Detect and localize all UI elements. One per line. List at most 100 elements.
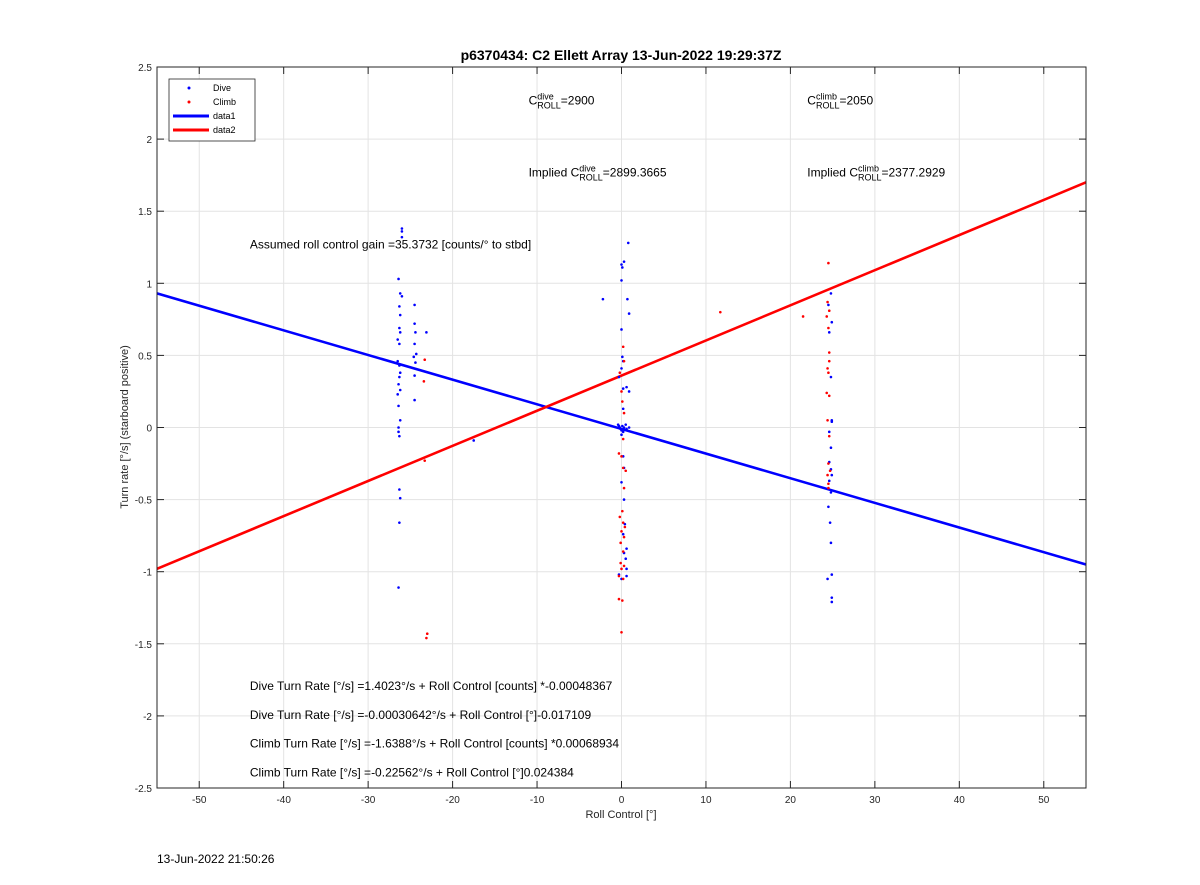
dive-point xyxy=(622,426,626,429)
dive-point xyxy=(625,427,628,431)
climb-point xyxy=(622,359,626,363)
dive-point xyxy=(398,331,402,334)
annotation-text: Dive Turn Rate [°/s] =-0.00030642°/s + R… xyxy=(250,708,592,722)
climb-point xyxy=(827,434,831,438)
y-tick-label: -0.5 xyxy=(135,496,153,507)
dive-point xyxy=(400,294,404,298)
annotation-text: Dive Turn Rate [°/s] =1.4023°/s + Roll C… xyxy=(250,679,613,693)
climb-point xyxy=(827,359,831,363)
dive-point xyxy=(830,573,834,576)
dive-point xyxy=(413,342,416,346)
climb-point xyxy=(827,486,830,490)
climb-point xyxy=(827,482,830,486)
dive-point xyxy=(601,297,605,301)
climb-point xyxy=(620,567,623,571)
dive-point xyxy=(620,328,623,331)
dive-point xyxy=(617,424,621,428)
dive-point xyxy=(829,541,833,545)
climb-point xyxy=(828,469,832,473)
annotation-dive-eq-deg: Dive Turn Rate [°/s] =-0.00030642°/s + R… xyxy=(250,708,592,722)
climb-point xyxy=(423,459,427,462)
x-tick-label: 20 xyxy=(785,795,797,806)
dive-point xyxy=(425,331,428,334)
dive-point xyxy=(400,227,404,230)
dive-point xyxy=(413,303,416,307)
dive-point xyxy=(398,371,402,375)
annotation-subscript: ROLL xyxy=(537,100,561,110)
climb-point xyxy=(622,535,626,539)
climb-point xyxy=(827,326,830,330)
dive-point xyxy=(396,338,399,341)
annotation-dive-eq-counts: Dive Turn Rate [°/s] =1.4023°/s + Roll C… xyxy=(250,679,613,693)
legend-marker xyxy=(187,100,191,104)
dive-point xyxy=(396,393,399,396)
dive-point xyxy=(413,398,416,402)
climb-point xyxy=(425,632,429,636)
annotation-value: =2899.3665 xyxy=(603,166,667,180)
dive-point xyxy=(620,263,623,266)
annotation-roll-gain: Assumed roll control gain =35.3732 [coun… xyxy=(250,238,531,252)
dive-point xyxy=(622,260,626,263)
dive-point xyxy=(397,586,400,589)
legend-box xyxy=(168,78,256,142)
dive-point xyxy=(625,385,628,389)
legend-label: Climb xyxy=(213,97,236,107)
dive-point xyxy=(625,547,628,550)
annotation-value: =2050 xyxy=(839,93,873,107)
y-tick-label: -2 xyxy=(143,712,152,723)
annotation-value: =2377.2929 xyxy=(882,166,946,180)
dive-point xyxy=(621,355,624,359)
y-tick-label: 0 xyxy=(146,424,152,435)
legend-label: data1 xyxy=(213,111,236,121)
dive-point xyxy=(828,521,832,524)
dive-point xyxy=(396,359,399,363)
dive-point xyxy=(627,426,631,429)
climb-point xyxy=(826,300,829,304)
legend: Dive Climb data1 data2 xyxy=(168,78,256,142)
climb-point xyxy=(622,486,626,490)
climb-point xyxy=(827,371,830,375)
dive-point xyxy=(400,235,404,239)
y-tick-label: 2.5 xyxy=(138,63,152,74)
dive-point xyxy=(620,480,623,484)
climb-point xyxy=(620,455,623,458)
climb-point xyxy=(621,400,624,403)
x-tick-label: 30 xyxy=(869,795,881,806)
axis-ticks: -50 -40 -30 -20 -10 0 10 20 30 40 50-2.5-2-1.5-1-0… xyxy=(135,63,1086,806)
scatter-points xyxy=(396,227,834,640)
dive-point xyxy=(826,577,829,581)
dive-point xyxy=(621,430,625,434)
annotation-superscript: dive xyxy=(579,164,596,174)
legend-label: data2 xyxy=(213,125,236,135)
dive-point xyxy=(623,522,627,526)
dive-point xyxy=(414,361,417,364)
dive-point xyxy=(829,491,833,494)
dive-point xyxy=(827,430,831,434)
climb-point xyxy=(423,358,427,362)
dive-point xyxy=(398,521,401,524)
climb-point xyxy=(622,564,626,568)
climb-point xyxy=(621,466,625,470)
annotation-text: Assumed roll control gain =35.3732 [coun… xyxy=(250,238,531,252)
x-tick-label: 10 xyxy=(700,795,712,806)
y-tick-label: 1.5 xyxy=(138,207,152,218)
x-axis-label: Roll Control [°] xyxy=(585,809,656,821)
dive-point xyxy=(829,292,833,295)
dive-point xyxy=(397,404,400,408)
x-tick-label: -40 xyxy=(276,795,291,806)
climb-point xyxy=(617,574,621,578)
climb-point xyxy=(618,515,622,519)
dive-point xyxy=(397,382,400,386)
dive-point xyxy=(827,331,831,334)
dive-point xyxy=(620,433,623,437)
x-tick-label: -10 xyxy=(530,795,545,806)
dive-point xyxy=(621,424,624,428)
annotation-value: =2900 xyxy=(561,93,595,107)
x-tick-label: 40 xyxy=(954,795,966,806)
dive-point xyxy=(398,305,401,308)
y-tick-label: -1 xyxy=(143,568,152,579)
x-tick-label: -30 xyxy=(361,795,376,806)
